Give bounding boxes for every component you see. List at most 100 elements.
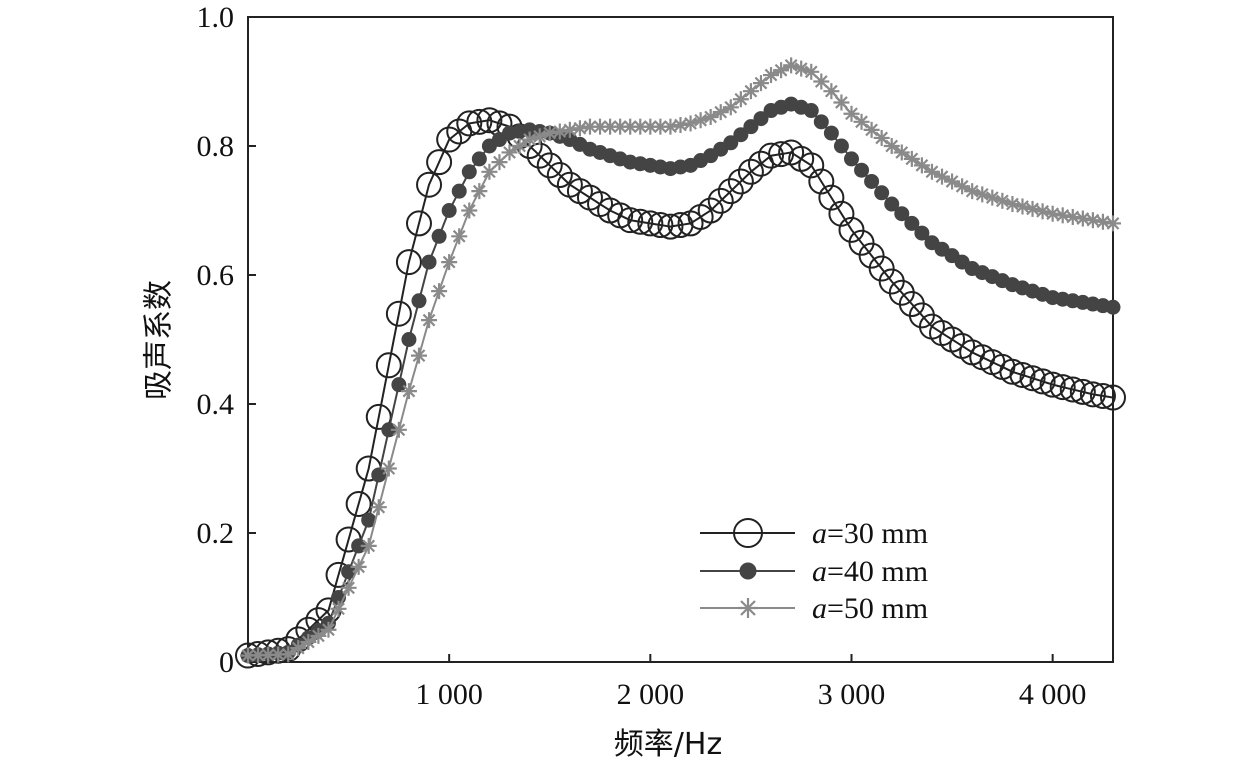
data-point-marker [375,352,402,379]
data-point-marker [617,207,644,234]
legend-label: a=40 mm [812,555,928,588]
series-1 [235,107,1126,669]
data-point-marker [627,208,654,235]
data-point-marker [743,119,759,135]
data-point-marker [999,358,1026,385]
legend-label-suffix: =40 mm [827,555,928,588]
data-point-marker [1084,212,1101,229]
data-point-marker [471,151,487,167]
data-point-marker [1100,384,1126,411]
data-point-marker [873,129,890,146]
x-tick-label: 4 000 [1019,678,1087,711]
series-3 [240,57,1121,664]
data-point-marker [421,312,438,329]
data-point-marker [864,173,880,189]
data-point-marker [697,197,724,224]
data-point-marker [727,168,754,195]
data-point-marker [405,210,432,237]
data-point-marker [798,152,825,179]
data-point-marker [733,127,749,143]
x-axis-title: 频率/Hz [614,727,722,760]
data-point-marker [441,254,458,271]
data-point-marker [360,537,377,554]
data-point-marker [647,212,674,239]
data-point-marker [561,121,578,138]
data-point-marker [350,558,367,575]
data-point-marker [818,184,845,211]
y-tick-label: 0.8 [197,130,235,163]
data-point-marker [260,646,277,663]
data-point-marker [1094,213,1111,230]
data-point-marker [401,332,417,347]
data-point-marker [536,152,563,179]
data-point-marker [1019,365,1046,392]
data-point-marker [752,75,769,92]
data-point-marker [808,168,835,195]
data-point-marker [391,377,407,393]
data-point-marker [481,163,498,180]
data-point-marker [863,121,880,138]
y-axis-ticks: 0 0.2 0.4 0.6 0.8 1.0 [197,1,256,679]
data-point-marker [451,183,467,199]
data-point-marker [410,347,427,364]
data-point-marker [833,138,849,154]
data-point-marker [451,228,468,245]
data-point-marker [1064,208,1081,225]
data-point-marker [1069,378,1096,405]
data-point-marker [300,634,317,651]
data-point-marker [662,118,679,135]
data-point-marker [456,110,483,137]
data-point-marker [813,114,829,130]
data-point-marker [1049,374,1076,401]
data-point-marker [732,91,749,108]
data-point-marker [501,144,518,161]
data-point-marker [411,293,427,309]
data-point-marker [1024,200,1041,217]
data-point-marker [722,99,739,116]
data-point-marker [657,213,684,240]
data-point-marker [742,83,759,100]
data-point-marker [1054,207,1071,224]
legend-label-suffix: =30 mm [827,517,928,550]
data-point-marker [733,518,763,548]
data-point-marker [652,118,669,135]
data-point-marker [883,138,900,154]
data-point-marker [400,383,417,400]
data-point-marker [1034,203,1051,220]
data-point-marker [1074,210,1091,227]
y-tick-label: 0.4 [197,388,235,421]
data-point-marker [1009,361,1036,388]
data-point-marker [868,255,895,282]
data-point-marker [813,73,830,90]
legend-label-prefix: a [812,555,827,588]
data-point-marker [551,123,568,140]
data-point-marker [843,105,860,122]
legend-label-prefix: a [812,592,827,625]
data-point-marker [345,490,372,517]
data-point-marker [858,242,885,269]
y-tick-label: 1.0 [197,1,235,34]
data-point-marker [838,216,865,243]
legend-label-prefix: a [812,517,827,550]
data-point-marker [637,210,664,237]
data-point-marker [461,202,478,219]
data-point-marker [738,598,758,618]
data-point-marker [1105,299,1121,315]
data-point-marker [395,249,422,276]
legend-label: a=30 mm [812,517,928,550]
x-tick-label: 2 000 [617,678,685,711]
data-point-marker [1014,198,1031,215]
data-point-marker [707,187,734,214]
data-point-marker [290,640,307,657]
data-point-marker [511,138,528,154]
data-point-marker [723,135,739,151]
data-point-marker [1079,381,1106,408]
data-point-marker [1105,215,1121,232]
data-point-marker [884,196,900,212]
series-layer [235,57,1126,669]
data-point-marker [1004,196,1021,213]
y-tick-label: 0 [219,646,234,679]
data-point-marker [803,103,819,119]
data-point-marker [491,154,508,171]
